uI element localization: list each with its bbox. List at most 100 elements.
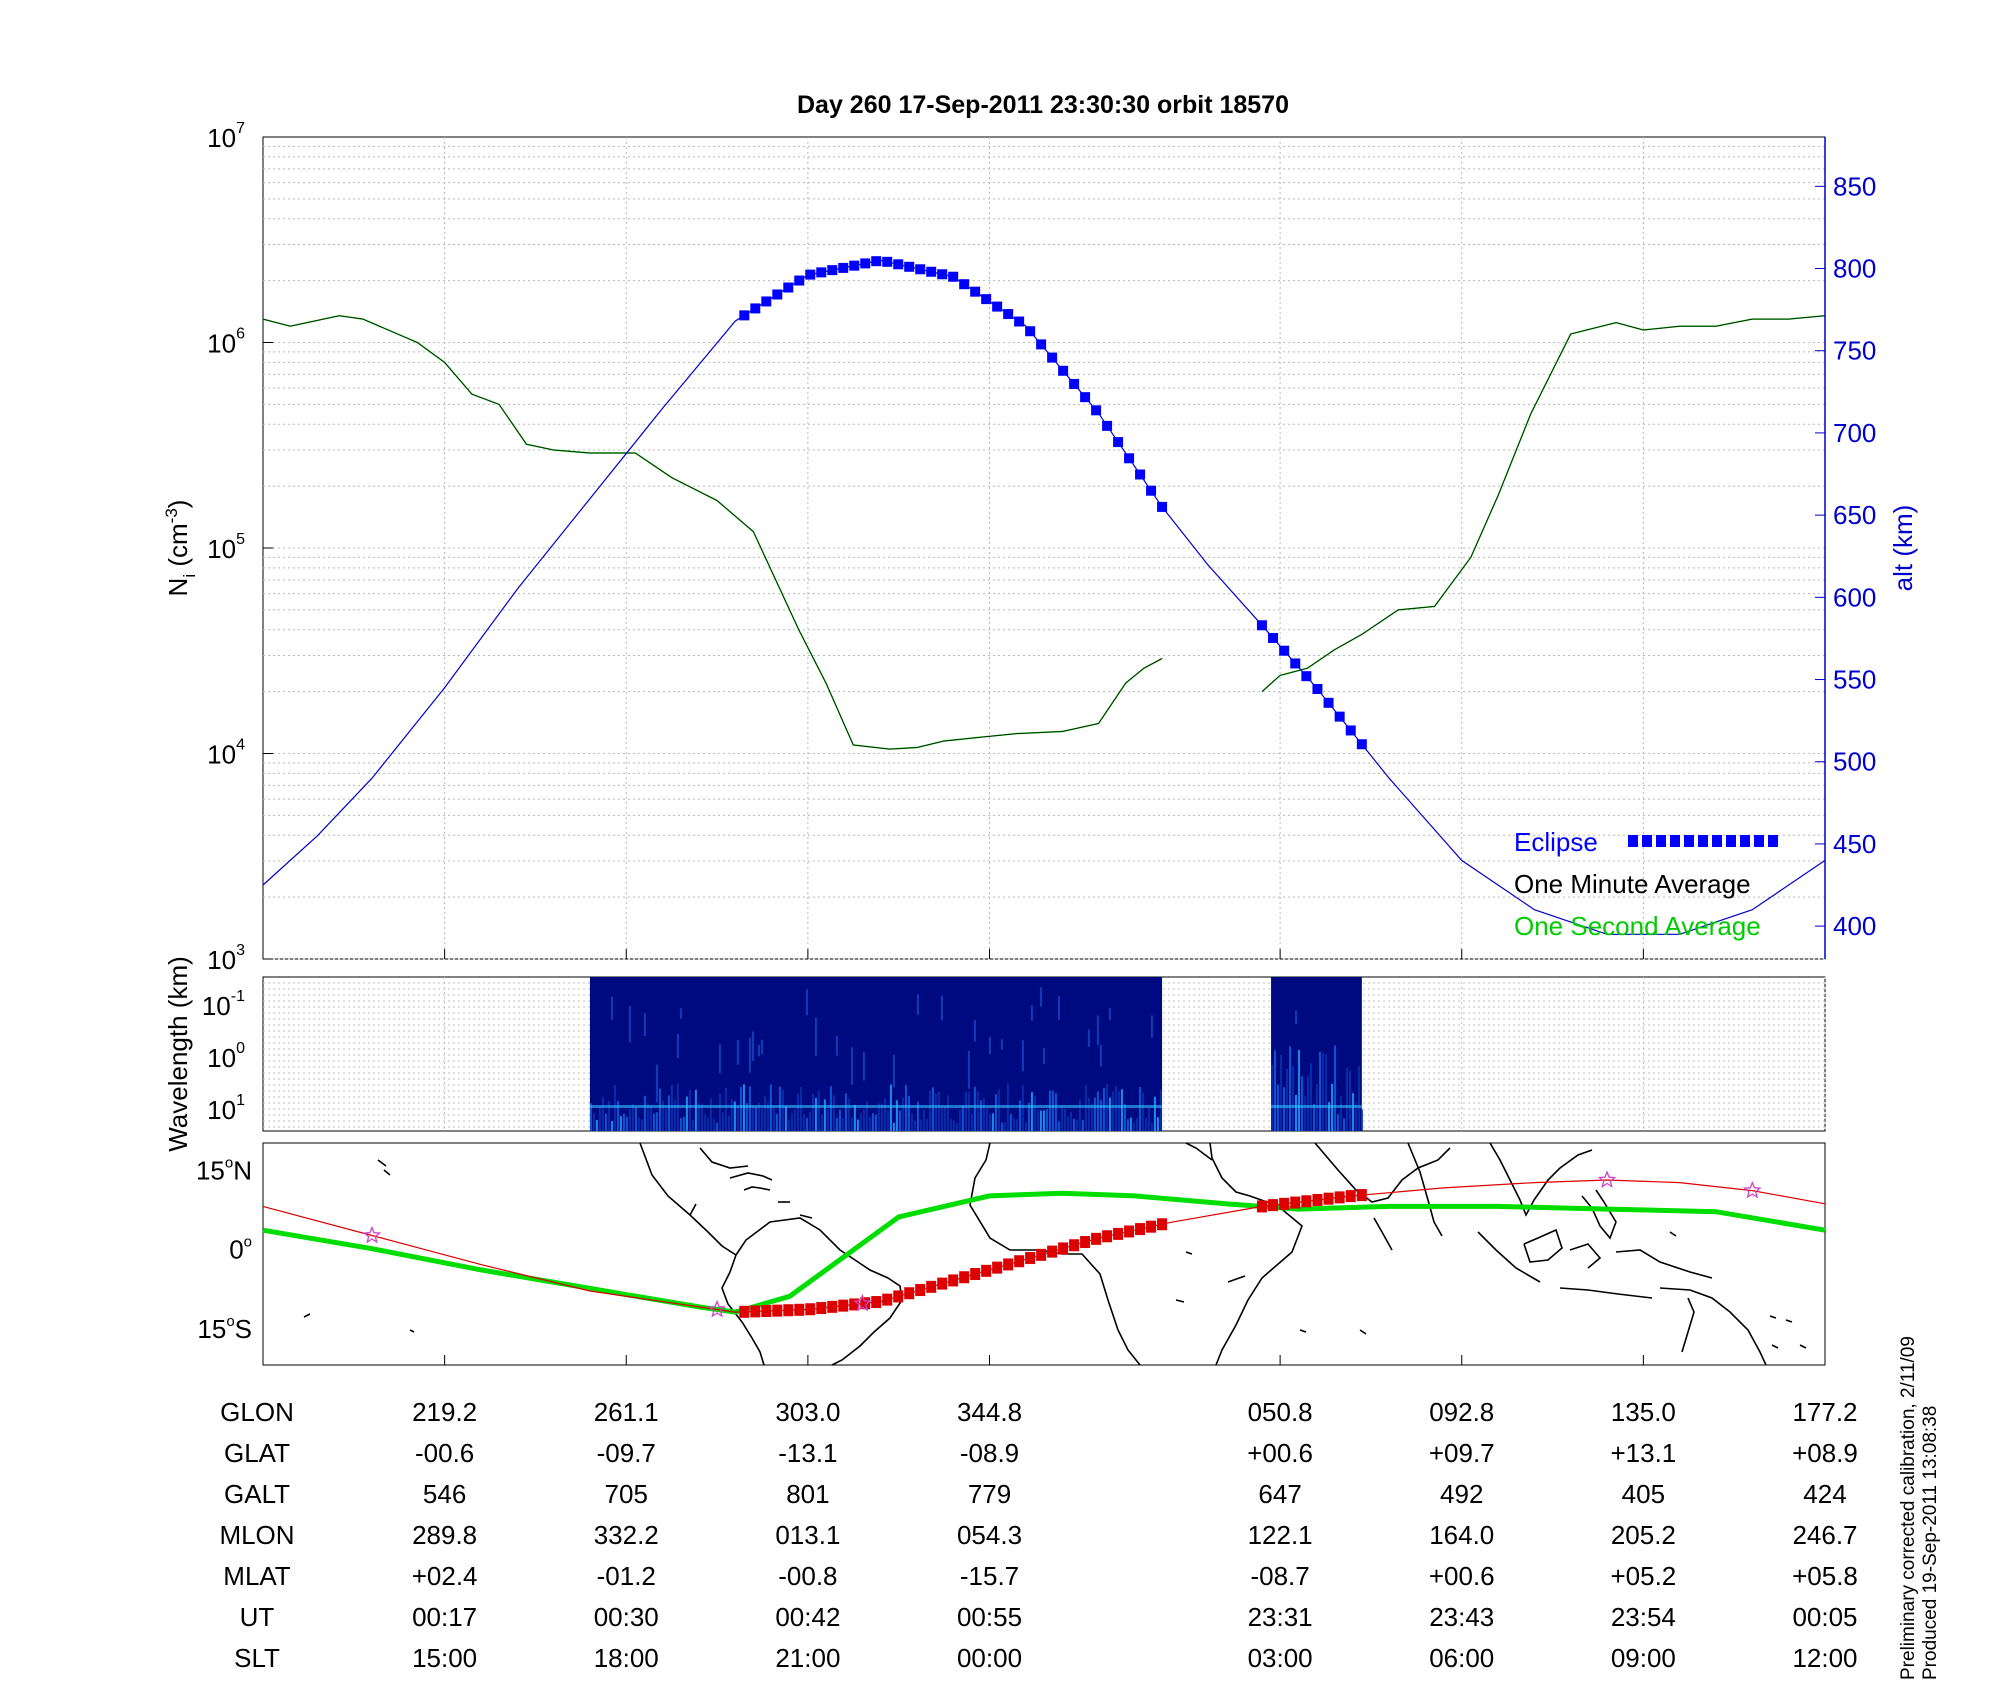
eclipse-marker (1256, 620, 1267, 631)
spectrogram-column (988, 1113, 991, 1131)
spectrogram-column (925, 1118, 928, 1131)
track-eclipse-marker (1058, 1242, 1069, 1255)
eclipse-marker (772, 289, 783, 300)
spectrogram-streak (1042, 1047, 1045, 1065)
tick-base: 10 (207, 534, 236, 564)
magnetic-equator-line (262, 1190, 1826, 1315)
spectrogram-column (991, 1113, 994, 1131)
spectrogram-column (919, 1119, 922, 1131)
spectrogram-streak (1295, 1010, 1298, 1024)
spectrogram-column (691, 1119, 694, 1131)
spectrogram-column (1033, 1096, 1036, 1131)
tick-base: 10 (207, 1043, 236, 1073)
spectrogram-column (1132, 1122, 1135, 1131)
ephemeris-cell: -13.1 (778, 1438, 837, 1468)
spectrogram-column (688, 1089, 691, 1131)
spectrogram-column (601, 1096, 604, 1131)
spectrogram-column (817, 1090, 820, 1131)
tick-base: 10 (207, 329, 236, 359)
spectrogram-column (895, 1100, 898, 1131)
spectrogram-streak (643, 1012, 646, 1037)
track-eclipse-marker (1256, 1200, 1267, 1213)
spectrogram-column (1298, 1049, 1301, 1131)
spectrogram-column (907, 1095, 910, 1131)
spectrogram-column (775, 1113, 778, 1131)
track-eclipse-marker (1102, 1230, 1113, 1243)
density-grid (263, 137, 1826, 960)
spectrogram-band (1271, 1105, 1362, 1108)
spectrogram-column (1135, 1118, 1138, 1131)
track-eclipse-marker (1091, 1232, 1102, 1245)
spectrogram-column (715, 1122, 718, 1131)
spectrogram-column (739, 1086, 742, 1131)
track-eclipse-marker (1312, 1193, 1323, 1206)
spectrogram-column (778, 1086, 781, 1131)
eclipse-marker (849, 260, 860, 271)
eclipse-marker (794, 275, 805, 286)
ephemeris-cell: 15:00 (412, 1643, 477, 1673)
track-eclipse-marker (981, 1264, 992, 1277)
track-eclipse-marker (1146, 1220, 1157, 1233)
produced-note: Produced 19-Sep-2011 13:08:38 (1920, 1406, 1941, 1680)
spectrogram-column (901, 1097, 904, 1131)
spectrogram-column (1081, 1119, 1084, 1131)
track-eclipse-marker (761, 1305, 772, 1318)
spectrogram-column (1274, 1050, 1277, 1131)
spectrogram-column (1054, 1093, 1057, 1131)
spectrogram-column (970, 1113, 973, 1131)
spectrogram-column (700, 1103, 703, 1131)
spectrogram-column (607, 1100, 610, 1131)
spectrogram-column (886, 1110, 889, 1131)
spectrogram-column (1003, 1122, 1006, 1131)
spectrogram-column (910, 1113, 913, 1131)
altitude-tick-label: 750 (1833, 336, 1876, 366)
track-eclipse-marker (871, 1296, 882, 1309)
ephemeris-cell: +13.1 (1610, 1438, 1676, 1468)
spectrogram-column (973, 1086, 976, 1131)
spectrogram-streak (973, 1020, 976, 1042)
spectrogram-column (874, 1114, 877, 1131)
altitude-tick-label: 850 (1833, 171, 1876, 201)
legend-eclipse-marker (1754, 835, 1764, 847)
track-eclipse-marker (772, 1304, 783, 1317)
spectrogram-column (1114, 1086, 1117, 1131)
legend-eclipse-marker (1642, 835, 1652, 847)
spectrogram-column (610, 1120, 613, 1131)
spectrogram-column (979, 1100, 982, 1131)
spectrogram-column (1072, 1118, 1075, 1131)
spectrogram-column (1048, 1090, 1051, 1131)
spectrogram-streak (1039, 987, 1042, 1007)
spectrogram-column (952, 1120, 955, 1131)
spectrogram-y-axis-label: Wavelength (km) (163, 956, 193, 1152)
track-eclipse-marker (904, 1287, 915, 1300)
ephemeris-cell: 164.0 (1429, 1520, 1494, 1550)
eclipse-marker (1025, 326, 1036, 337)
eclipse-marker (1279, 645, 1290, 656)
track-eclipse-marker (1279, 1197, 1290, 1210)
track-eclipse-marker (1124, 1225, 1135, 1238)
eclipse-marker (1080, 392, 1091, 403)
track-eclipse-marker (1323, 1192, 1334, 1205)
track-eclipse-marker (1047, 1245, 1058, 1258)
spectrogram-streak (736, 1039, 739, 1065)
density-y-axis-label: Ni (cm-3) (162, 500, 199, 597)
legend-eclipse-marker (1726, 835, 1736, 847)
ephemeris-cell: 344.8 (957, 1397, 1022, 1427)
altitude-tick-label: 450 (1833, 829, 1876, 859)
eclipse-marker (1091, 405, 1102, 416)
spectrogram-streak (1150, 1015, 1153, 1038)
tick-exponent: 3 (236, 942, 245, 959)
ephemeris-cell: 18:00 (594, 1643, 659, 1673)
tick-exponent: 0 (236, 1040, 245, 1057)
spectrogram-column (1280, 1054, 1283, 1131)
spectrogram-column (826, 1108, 829, 1131)
spectrogram-column (982, 1097, 985, 1131)
spectrogram-column (679, 1117, 682, 1131)
track-eclipse-marker (1135, 1223, 1146, 1236)
spectrogram-column (1352, 1093, 1355, 1131)
altitude-tick-label: 650 (1833, 500, 1876, 530)
spectrogram-column (1289, 1046, 1292, 1131)
ephemeris-cell: 23:43 (1429, 1602, 1494, 1632)
